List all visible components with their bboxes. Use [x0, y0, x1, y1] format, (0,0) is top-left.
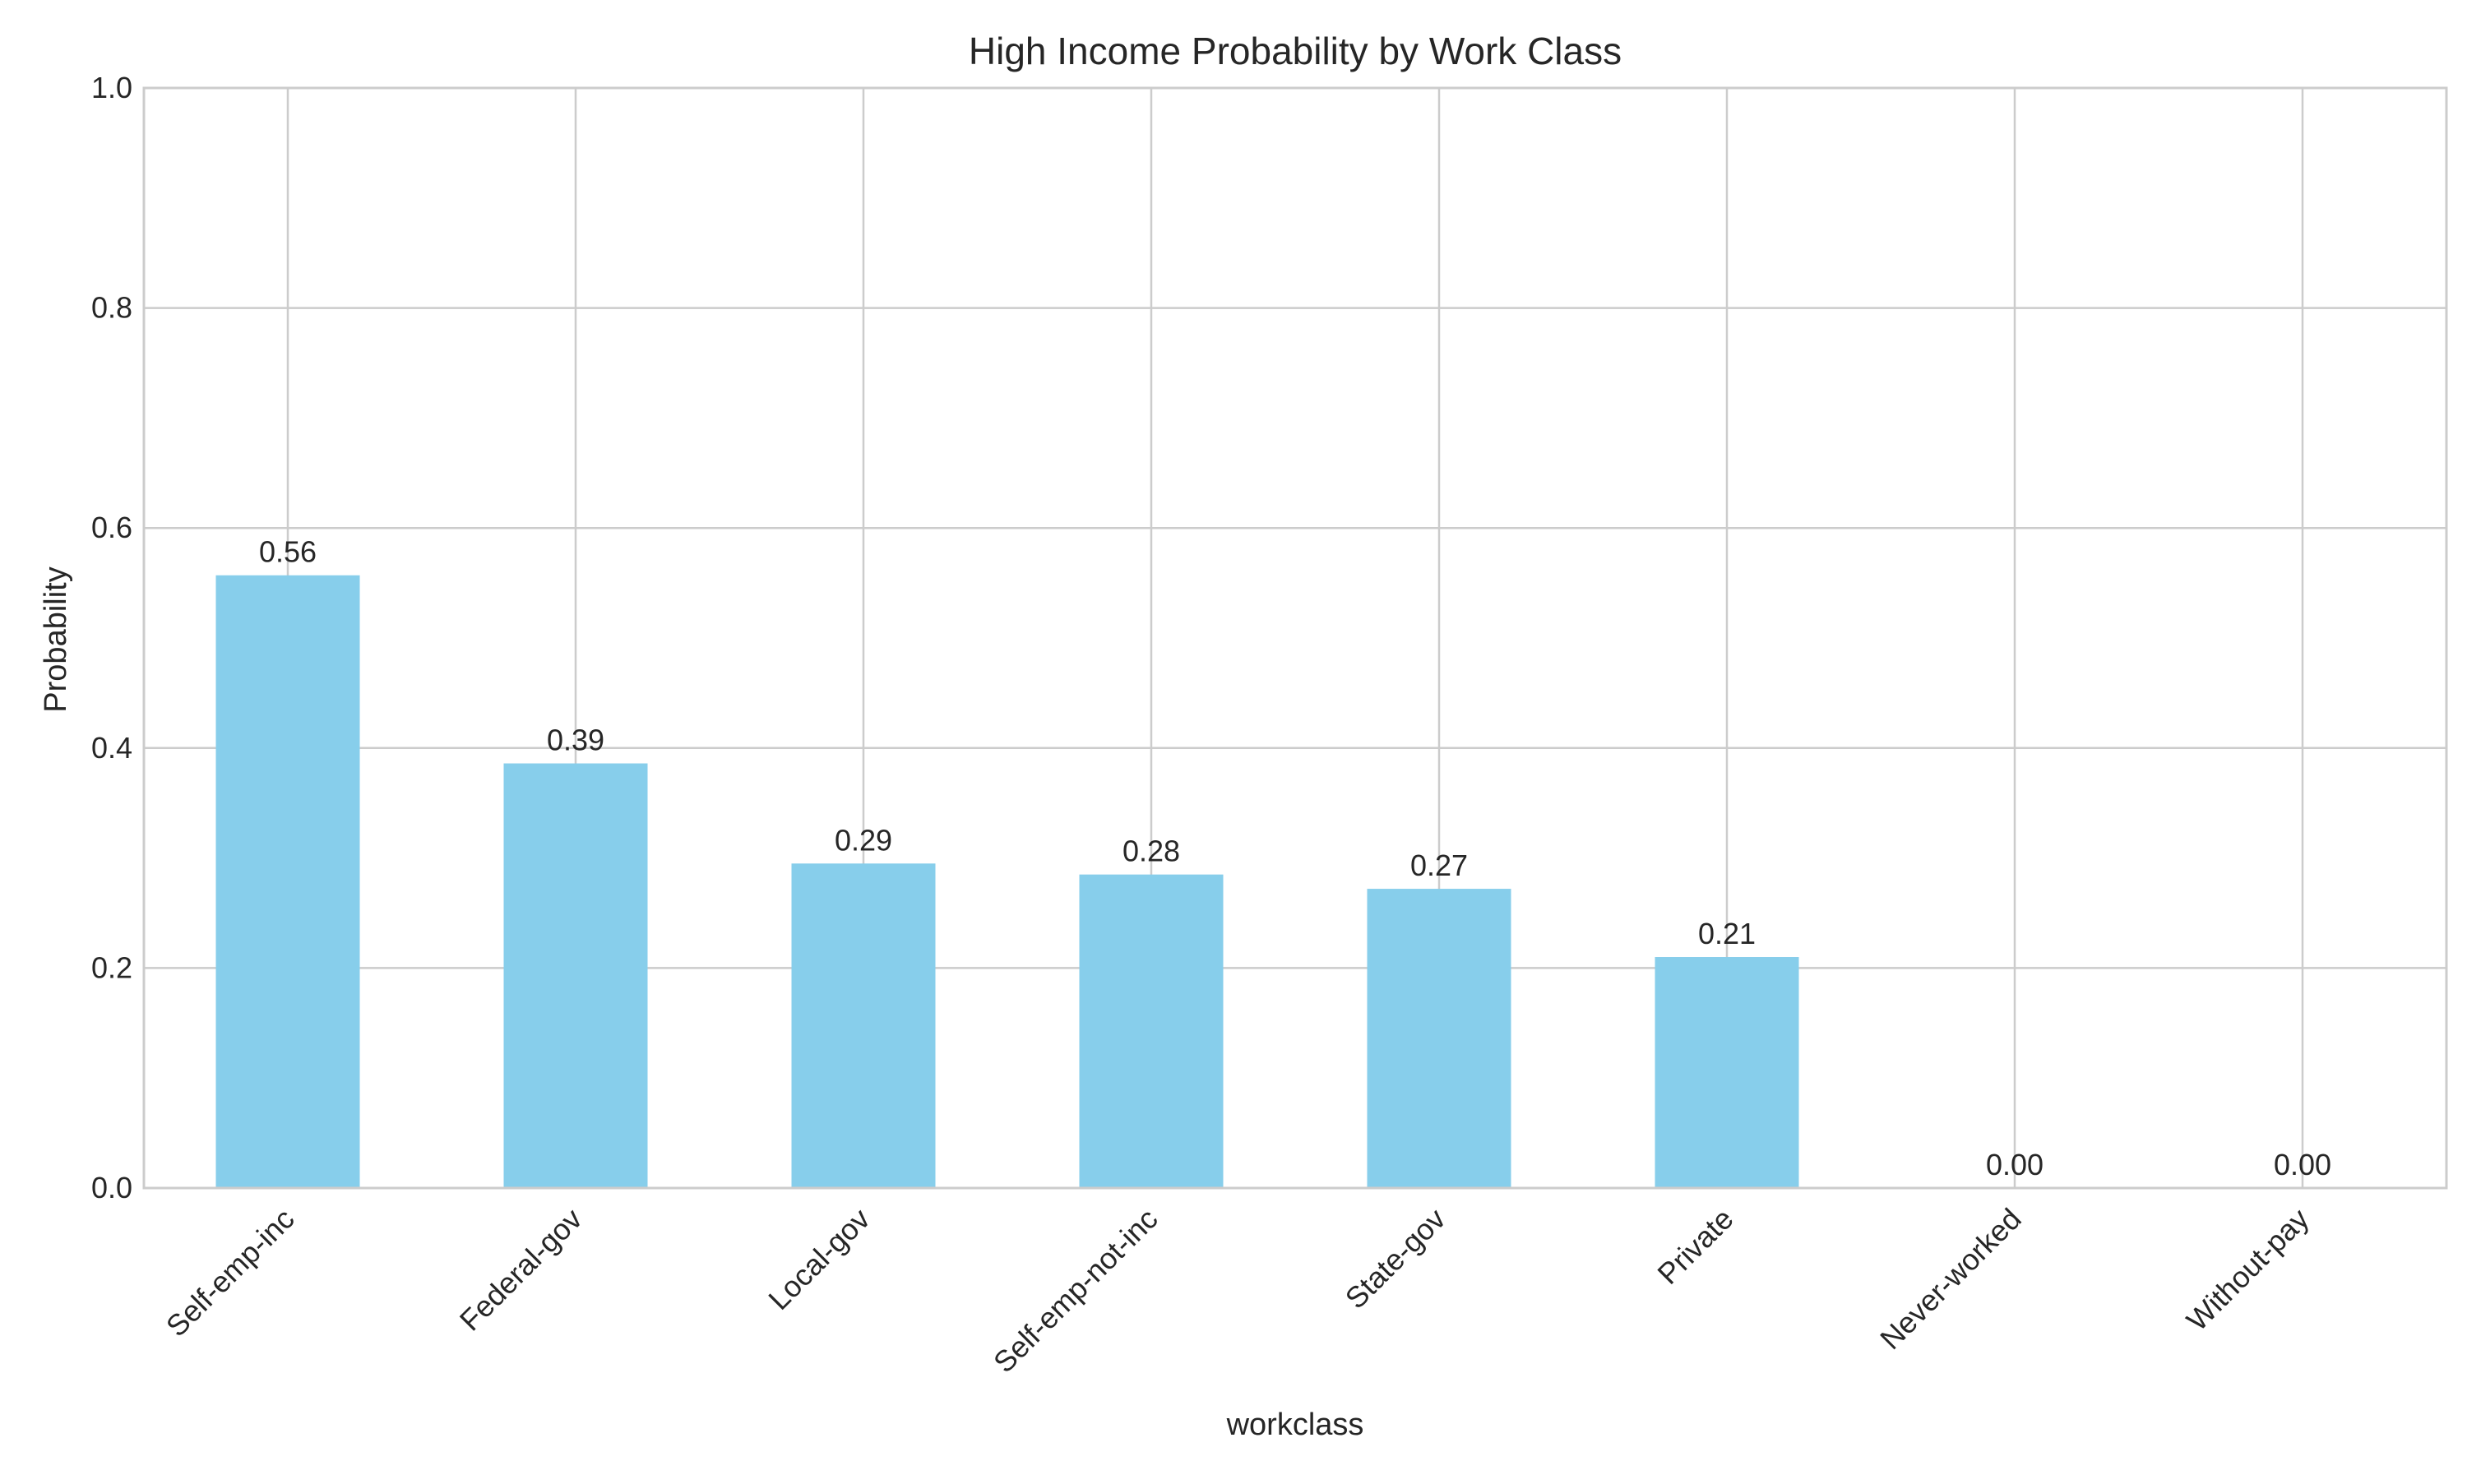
grid [144, 86, 2446, 1190]
x-tick-label: Without-pay [2180, 1202, 2316, 1338]
bar-value-label: 0.00 [1986, 1148, 2043, 1181]
bar-value-label: 0.00 [2274, 1148, 2331, 1181]
bar-self-emp-inc [215, 575, 360, 1188]
bar-federal-gov [503, 763, 648, 1188]
bars [215, 575, 1799, 1188]
y-tick-label: 1.0 [91, 71, 132, 104]
y-axis-ticks: 0.0 0.2 0.4 0.6 0.8 1.0 [91, 71, 132, 1204]
bar-local-gov [791, 863, 936, 1188]
x-axis-label: workclass [1226, 1408, 1364, 1442]
bar-value-label: 0.21 [1698, 917, 1756, 950]
bar-value-label: 0.56 [259, 535, 317, 569]
x-tick-label: Self-emp-inc [160, 1202, 301, 1343]
bar-value-label: 0.28 [1122, 834, 1180, 868]
x-tick-label: Never-worked [1873, 1202, 2027, 1356]
x-tick-label: Federal-gov [453, 1202, 589, 1338]
bar-self-emp-not-inc [1079, 874, 1224, 1188]
x-tick-label: Private [1650, 1202, 1739, 1291]
y-tick-label: 0.2 [91, 950, 132, 984]
bar-value-labels: 0.56 0.39 0.29 0.28 0.27 0.21 0.00 0.00 [259, 535, 2331, 1181]
y-tick-label: 0.8 [91, 291, 132, 325]
plot-frame [142, 86, 2448, 1190]
x-tick-label: State-gov [1339, 1202, 1452, 1315]
bar-private [1655, 957, 1799, 1188]
x-axis-ticks: Self-emp-inc Federal-gov Local-gov Self-emp… [160, 1202, 2316, 1380]
y-axis-label: Probability [39, 566, 73, 712]
chart-title: High Income Probability by Work Class [969, 30, 1622, 72]
bar-value-label: 0.27 [1410, 848, 1468, 882]
bar-value-label: 0.39 [547, 724, 604, 757]
x-tick-label: Local-gov [761, 1202, 876, 1316]
y-tick-label: 0.4 [91, 731, 132, 765]
bar-value-label: 0.29 [835, 823, 892, 857]
x-tick-label: Self-emp-not-inc [987, 1202, 1164, 1380]
y-tick-label: 0.6 [91, 511, 132, 544]
bar-state-gov [1367, 889, 1511, 1188]
y-tick-label: 0.0 [91, 1171, 132, 1204]
